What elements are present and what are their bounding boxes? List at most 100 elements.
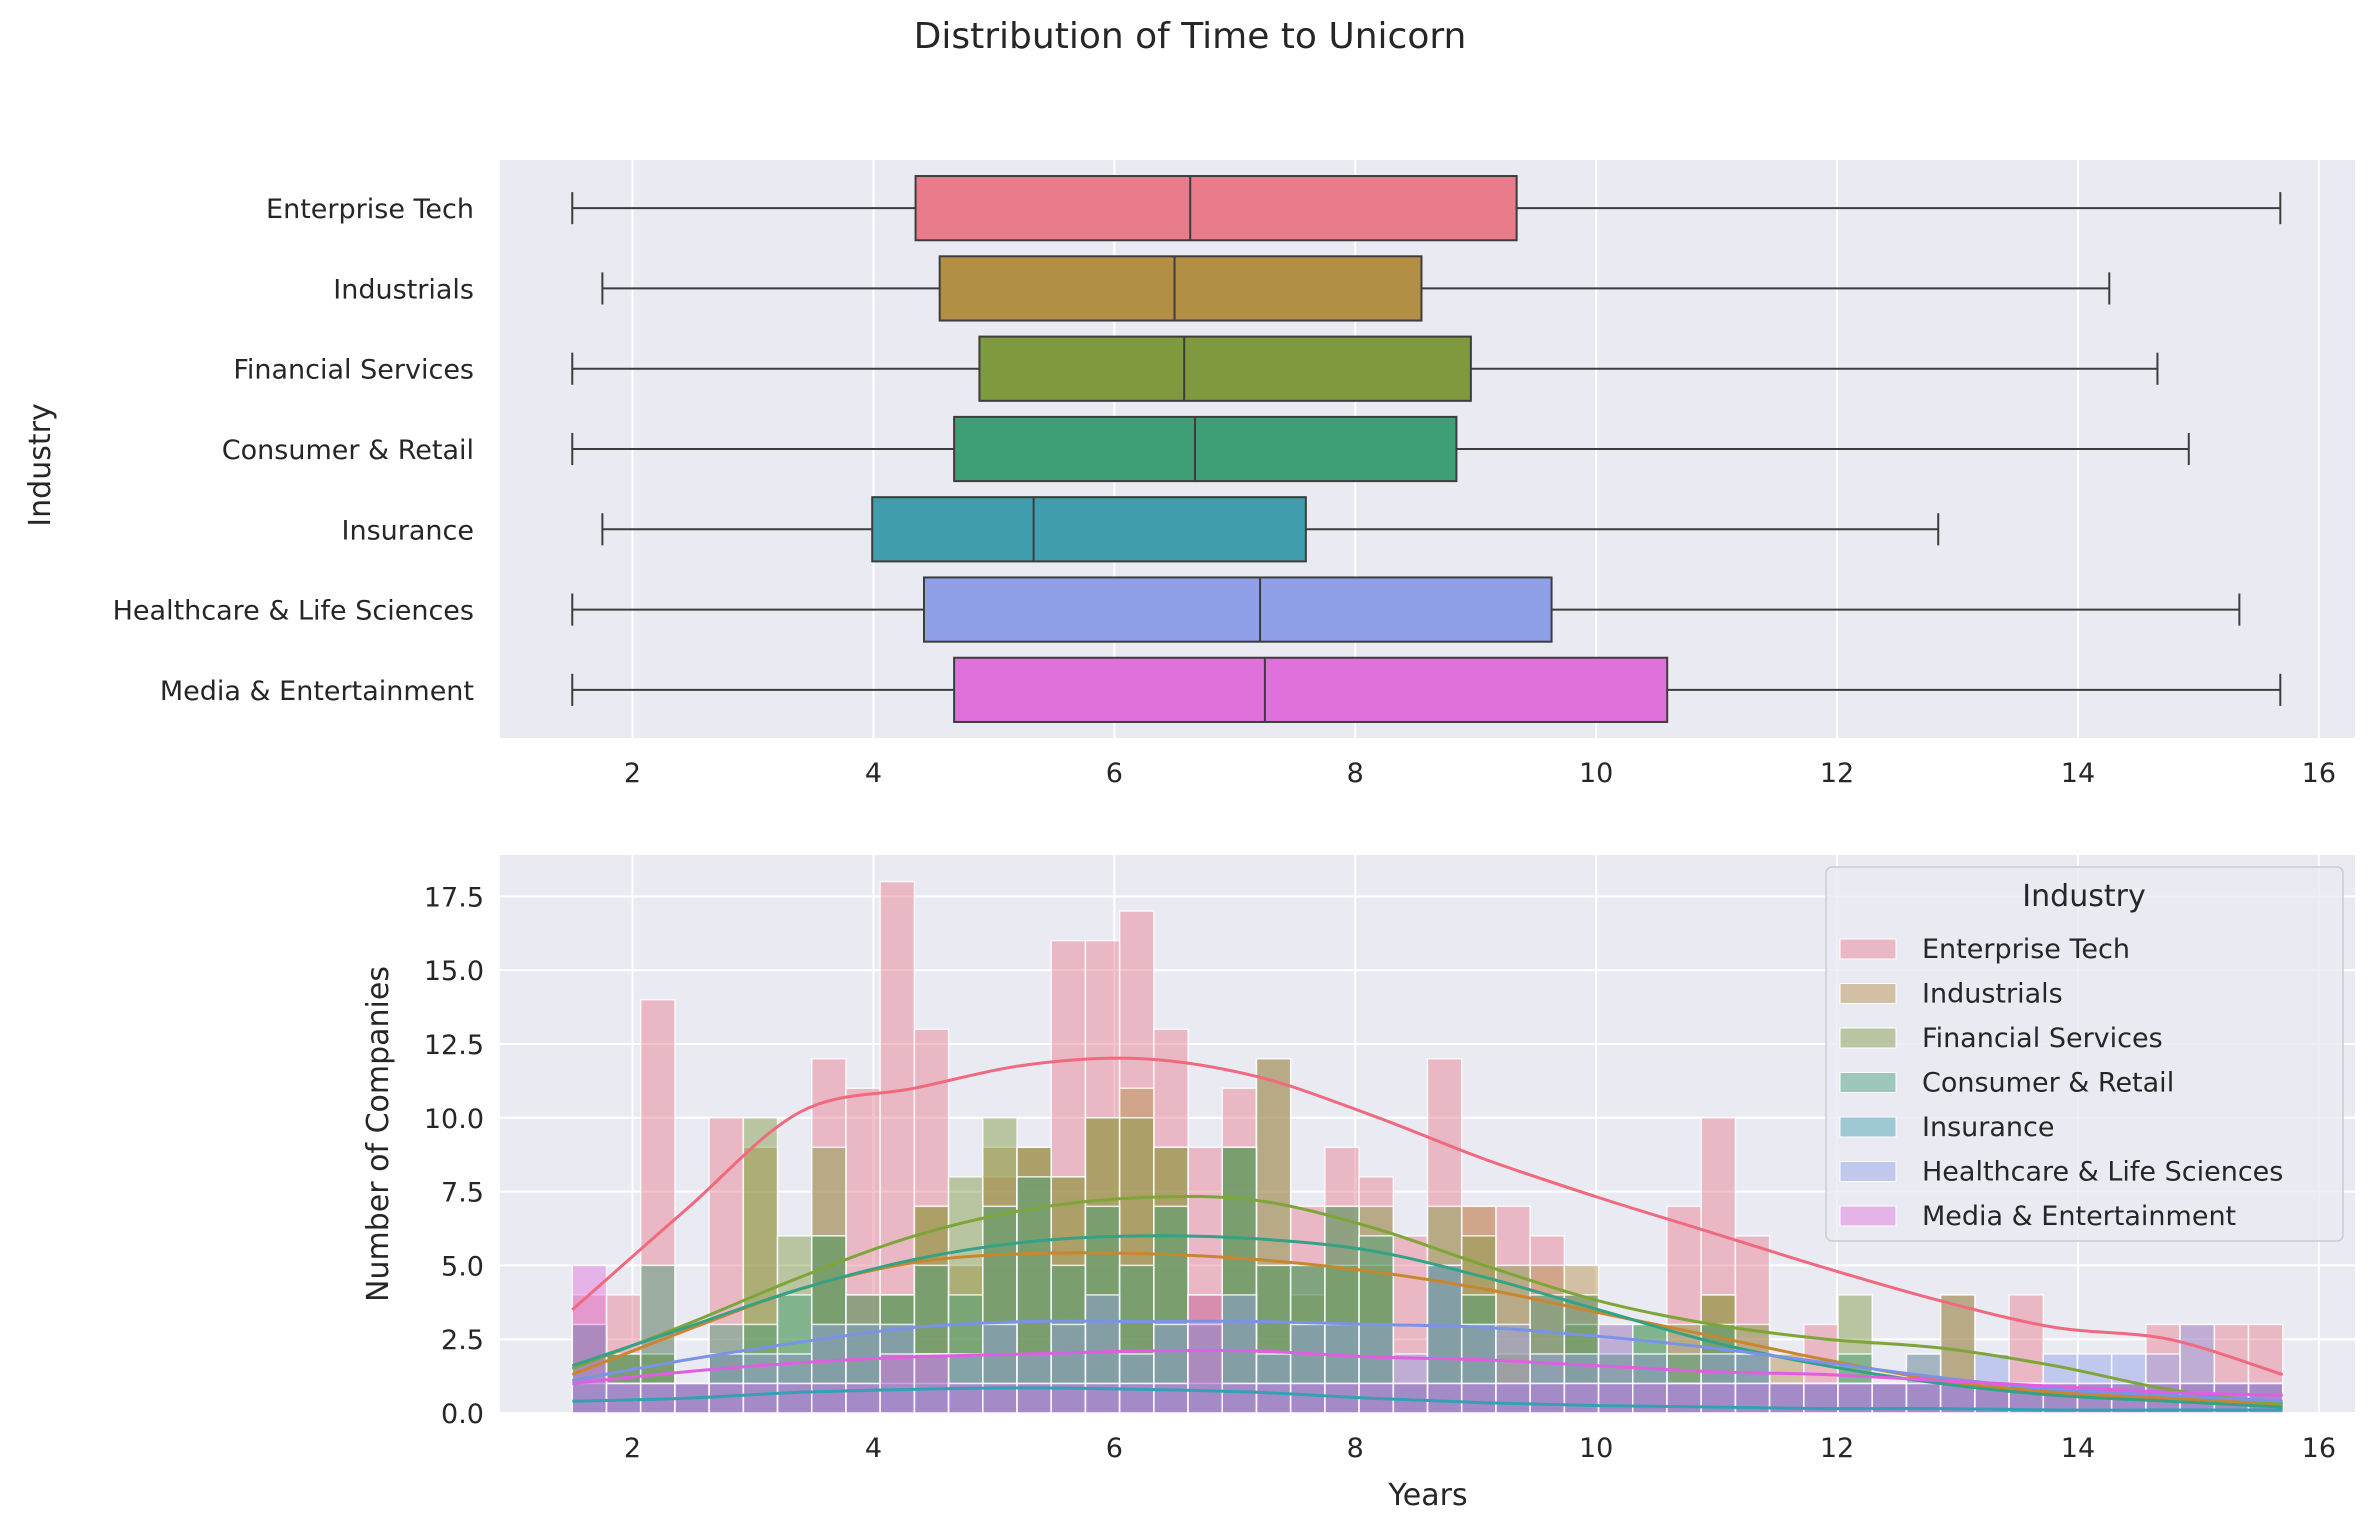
histogram-bar xyxy=(776,1382,813,1414)
box-plot-x-tick-label: 16 xyxy=(2302,758,2336,789)
histogram-bar xyxy=(1358,1176,1395,1414)
histogram-bar xyxy=(879,1353,916,1414)
histogram-x-tick-label: 10 xyxy=(1579,1433,1613,1464)
histogram-x-axis-label: Years xyxy=(1387,1478,1467,1513)
histogram-bar xyxy=(742,1382,779,1414)
box-plot-panel: Enterprise Tech Industrials Financial Serv… xyxy=(23,160,2355,789)
box-plot-y-axis-label: Industry xyxy=(23,403,58,526)
legend-label: Healthcare & Life Sciences xyxy=(1922,1157,2283,1188)
histogram-bar xyxy=(1460,1323,1497,1414)
histogram-bar xyxy=(1289,1382,1326,1414)
legend-swatch xyxy=(1839,1116,1897,1138)
histogram-bar xyxy=(1426,1264,1463,1414)
kde-line-media-entertainment xyxy=(572,1348,2283,1397)
histogram-bar xyxy=(845,1294,881,1414)
box-plot-category-labels: Enterprise Tech Industrials Financial Serv… xyxy=(113,194,474,707)
box-plot-category-label: Enterprise Tech xyxy=(266,194,474,225)
box-iqr xyxy=(938,255,1423,322)
histogram-bar xyxy=(1666,1382,1702,1414)
histogram-bar xyxy=(1118,1087,1155,1414)
box-plot-marks xyxy=(571,175,2282,723)
box-plot-x-tick-label: 8 xyxy=(1347,758,1364,789)
histogram-bar xyxy=(1426,1382,1463,1414)
box-plot-category-label: Consumer & Retail xyxy=(222,435,474,466)
legend-title: Industry xyxy=(2022,879,2145,914)
histogram-x-tick-label: 16 xyxy=(2302,1433,2336,1464)
histogram-bar xyxy=(1495,1205,1531,1414)
histogram-bar xyxy=(1529,1382,1566,1414)
histogram-y-tick-label: 12.5 xyxy=(424,1030,484,1061)
histogram-x-tick-label: 6 xyxy=(1106,1433,1123,1464)
histogram-y-tick-label: 15.0 xyxy=(424,956,484,987)
legend-label: Media & Entertainment xyxy=(1922,1201,2236,1232)
histogram-bar xyxy=(1221,1146,1258,1414)
legend-swatch xyxy=(1839,1027,1897,1049)
histogram-y-tick-label: 17.5 xyxy=(424,882,484,913)
legend-swatch xyxy=(1839,938,1897,960)
histogram-bar xyxy=(1187,1146,1223,1414)
legend-label: Financial Services xyxy=(1922,1023,2163,1054)
box-iqr xyxy=(978,335,1472,402)
legend: Industry Enterprise Tech Industrials Finan… xyxy=(1825,866,2344,1242)
legend-label: Consumer & Retail xyxy=(1922,1068,2174,1099)
histogram-bar xyxy=(1153,1028,1189,1414)
legend-items: Enterprise Tech Industrials Financial Serv… xyxy=(1839,934,2283,1232)
legend-label: Industrials xyxy=(1922,979,2063,1010)
legend-label: Insurance xyxy=(1922,1112,2054,1143)
histogram-bar xyxy=(1563,1264,1600,1414)
box-iqr xyxy=(953,415,1458,483)
kde-line-consumer-retail xyxy=(571,1234,2283,1409)
histogram-panel: 2 4 6 8 10 12 14 16 0.0 2.5 5.0 7.5 10.0 12.5 15.0 17.… xyxy=(361,855,2355,1513)
histogram-bar xyxy=(1255,1382,1292,1414)
histogram-bar xyxy=(1221,1146,1258,1414)
histogram-bar xyxy=(1324,1205,1360,1414)
box-iqr xyxy=(953,656,1669,723)
histogram-y-tick-labels: 0.0 2.5 5.0 7.5 10.0 12.5 15.0 17.5 xyxy=(424,882,484,1430)
histogram-bar xyxy=(1255,1264,1292,1414)
histogram-y-tick-label: 2.5 xyxy=(441,1325,484,1356)
histogram-bar xyxy=(1187,1323,1223,1414)
box-plot-x-tick-label: 14 xyxy=(2061,758,2095,789)
box-healthcare-life-sciences xyxy=(571,576,2241,643)
legend-swatch xyxy=(1839,1161,1897,1182)
box-plot-x-tick-label: 12 xyxy=(1820,758,1854,789)
box-plot-x-tick-label: 10 xyxy=(1579,758,1613,789)
histogram-x-tick-labels: 2 4 6 8 10 12 14 16 xyxy=(624,1433,2336,1464)
histogram-bar xyxy=(1084,1117,1121,1414)
histogram-bar xyxy=(1426,1264,1463,1414)
histogram-bar xyxy=(1563,1382,1600,1414)
histogram-x-tick-label: 4 xyxy=(865,1433,882,1464)
histogram-bar xyxy=(810,1382,847,1414)
histogram-y-tick-label: 0.0 xyxy=(441,1399,484,1430)
histogram-bar xyxy=(1495,1382,1531,1414)
histogram-bar xyxy=(1426,1205,1463,1414)
histogram-bar xyxy=(1460,1205,1497,1414)
box-plot-category-label: Media & Entertainment xyxy=(160,676,474,707)
kde-line-insurance xyxy=(572,1386,2283,1412)
histogram-bar xyxy=(913,1353,950,1414)
box-enterprise-tech xyxy=(571,175,2282,242)
histogram-bar xyxy=(1939,1294,1976,1414)
histogram-bar xyxy=(845,1382,881,1414)
legend-swatch xyxy=(1839,1072,1897,1093)
legend-label: Enterprise Tech xyxy=(1922,934,2130,965)
box-iqr xyxy=(914,175,1518,242)
legend-swatch xyxy=(1839,983,1897,1004)
box-industrials xyxy=(601,255,2111,322)
box-plot-category-label: Industrials xyxy=(333,274,474,305)
box-consumer-retail xyxy=(571,415,2190,483)
legend-swatch xyxy=(1839,1205,1897,1227)
kde-line-enterprise-tech xyxy=(571,1056,2284,1377)
histogram-bar xyxy=(1666,1205,1702,1414)
histogram-bar xyxy=(1221,1382,1258,1414)
box-media-entertainment xyxy=(571,656,2282,723)
box-plot-category-label: Healthcare & Life Sciences xyxy=(113,596,474,627)
histogram-bar xyxy=(982,1146,1018,1414)
box-insurance xyxy=(601,496,1940,563)
histogram-bar xyxy=(1016,1146,1052,1414)
histogram-bar xyxy=(1324,1264,1360,1414)
histogram-bar xyxy=(1939,1294,1976,1414)
histogram-bar xyxy=(1700,1117,1737,1414)
histogram-bar xyxy=(1153,1146,1189,1414)
